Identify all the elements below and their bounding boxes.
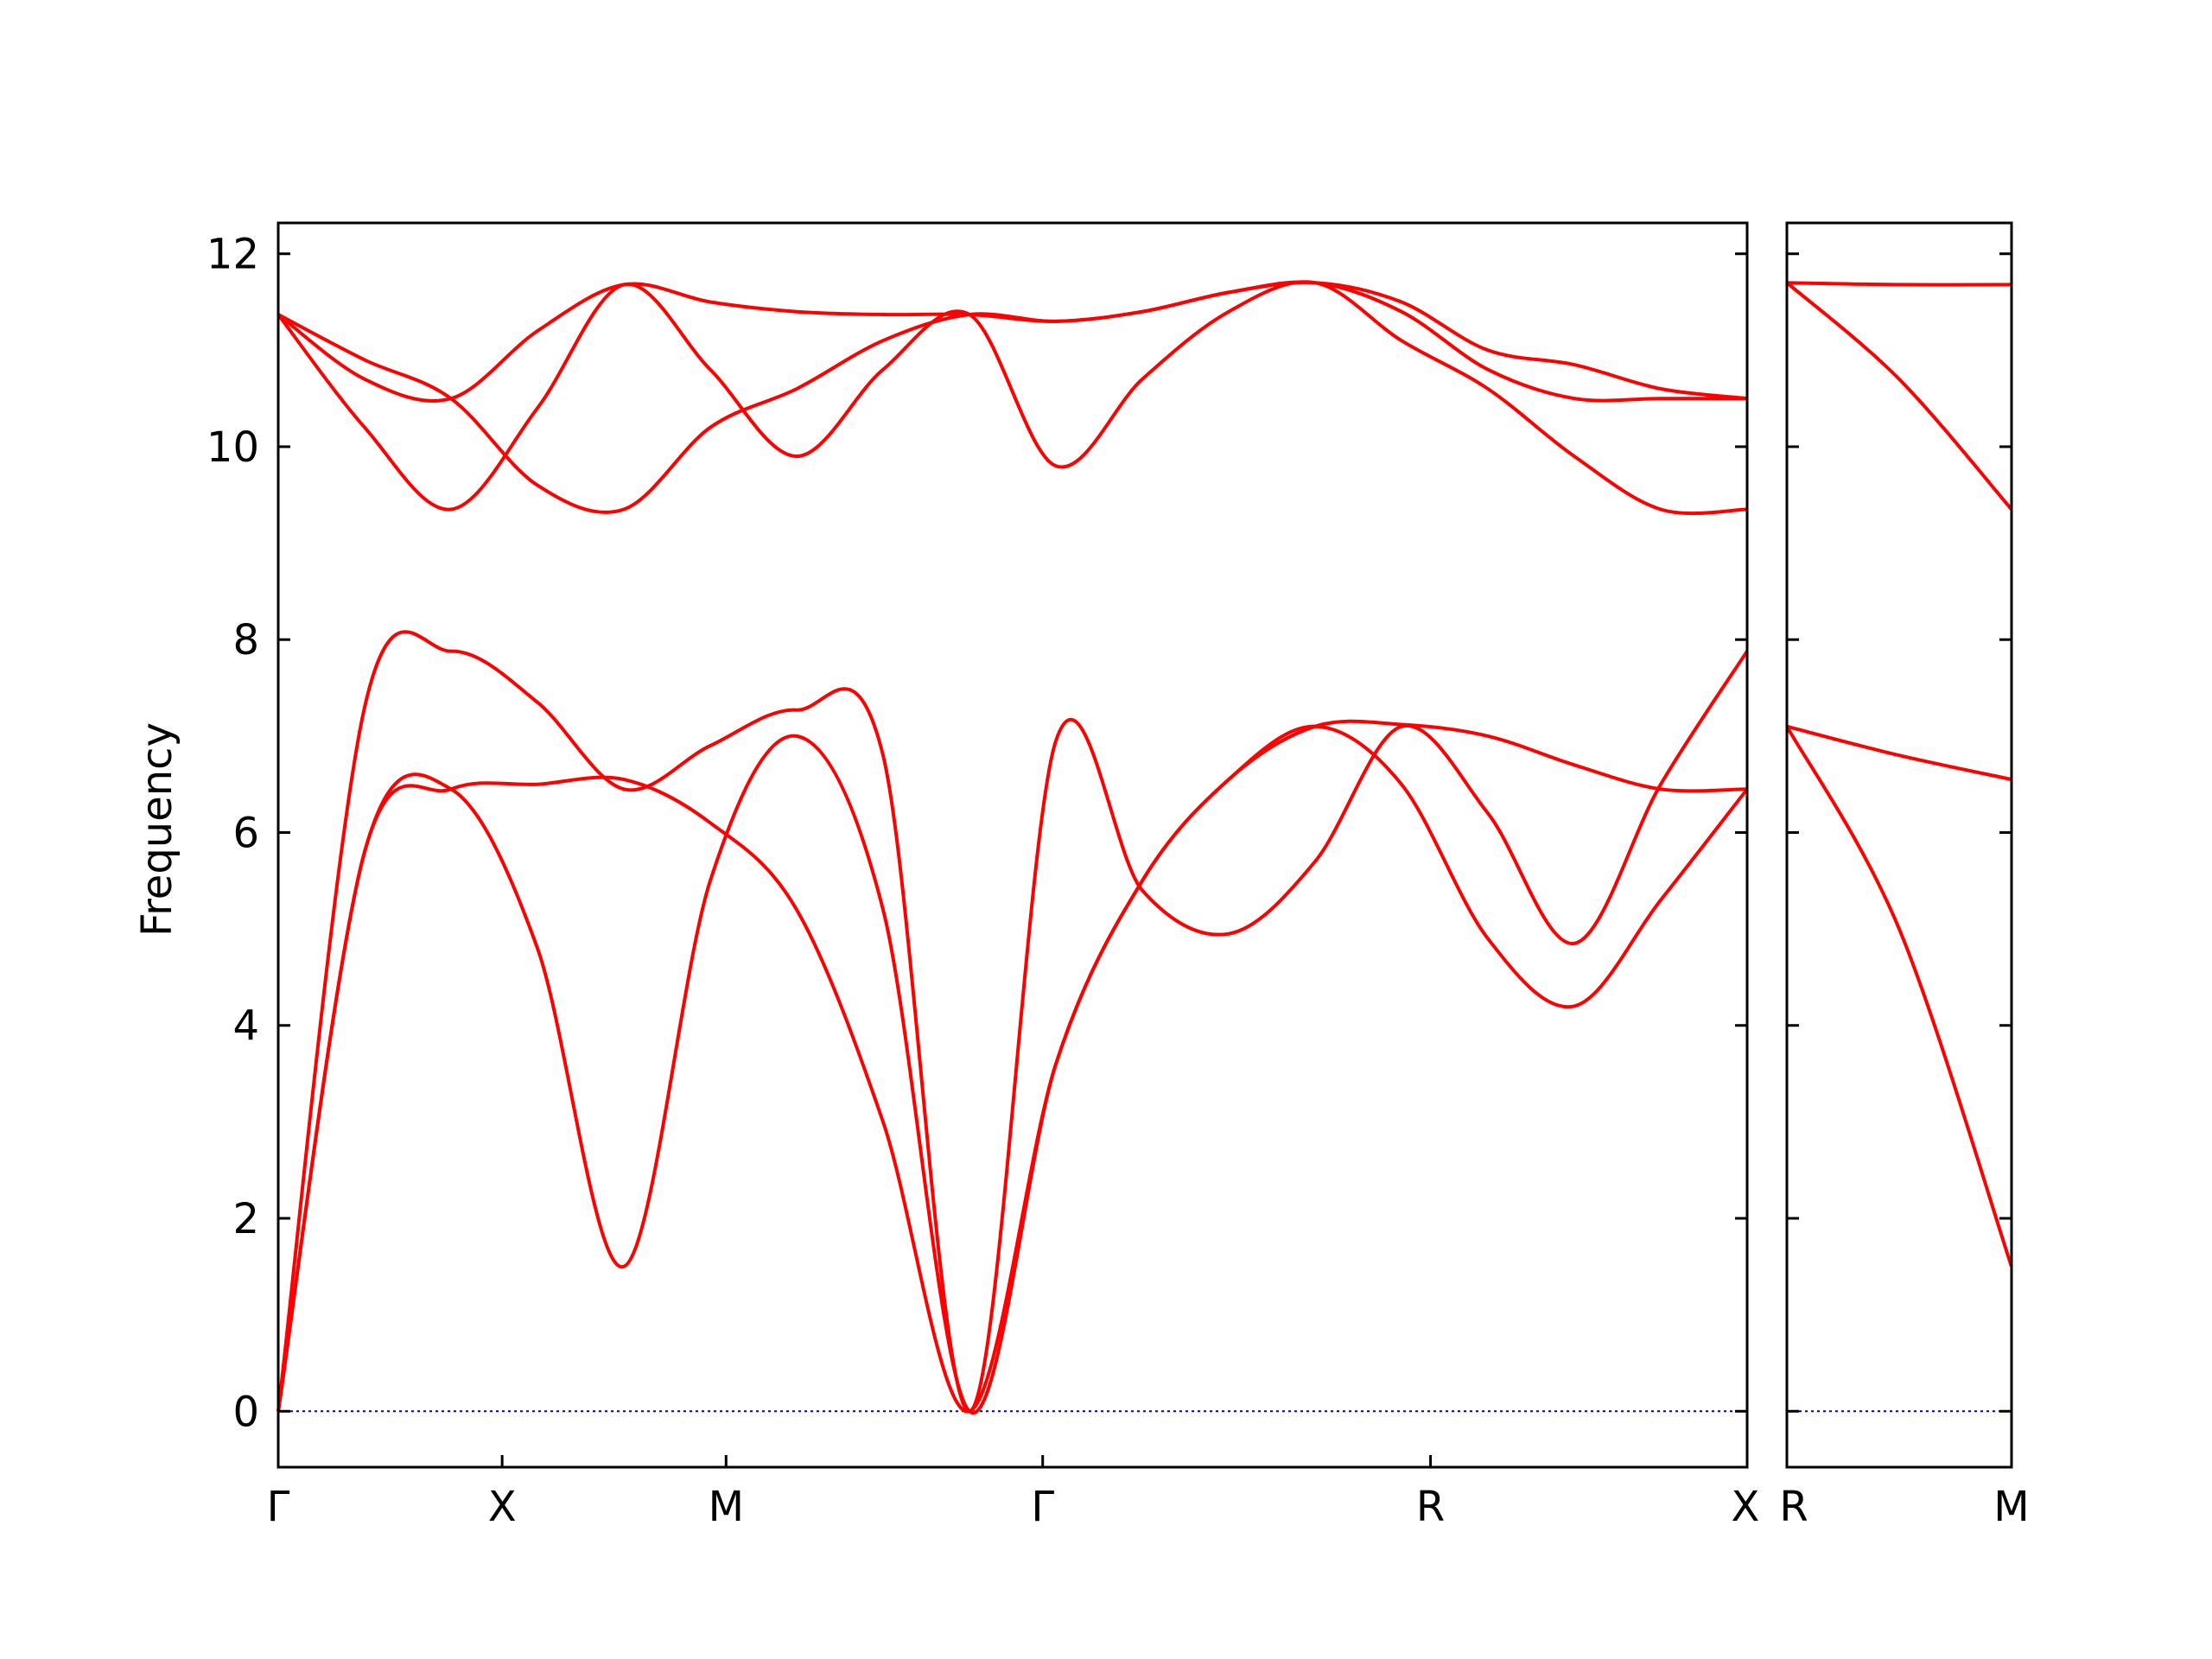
band-line-3 — [1785, 725, 2013, 1268]
band-line-1 — [1785, 281, 2013, 511]
x-tick-label: R — [1416, 1483, 1445, 1531]
band-line-0 — [276, 630, 1749, 1414]
x-tick-label: M — [709, 1483, 744, 1531]
x-tick-label: M — [1993, 1483, 2029, 1531]
band-line-0 — [1786, 281, 2012, 287]
y-tick-label: 8 — [232, 616, 259, 664]
band-panel-main: 0 2 4 6 8 10 12 Γ X M Γ R X — [207, 221, 1760, 1531]
y-tick-label: 12 — [207, 231, 259, 279]
y-tick-label: 4 — [232, 1002, 259, 1051]
band-line-2 — [276, 719, 1748, 1414]
x-tick-label: X — [488, 1483, 517, 1531]
y-tick-label: 0 — [232, 1388, 259, 1436]
band-line-2 — [1786, 724, 2012, 782]
plot-frame — [276, 221, 1749, 1469]
band-line-1 — [276, 724, 1749, 1415]
x-tick-label: R — [1779, 1483, 1808, 1531]
x-tick-label: Γ — [267, 1483, 290, 1531]
band-line-4 — [276, 280, 1747, 403]
plot-frame — [1785, 221, 2013, 1469]
y-tick-label: 6 — [232, 809, 259, 857]
x-tick-label: Γ — [1031, 1483, 1054, 1531]
y-axis-label: Frequency — [133, 722, 181, 937]
y-tick-label: 2 — [232, 1195, 259, 1243]
x-tick-label: X — [1732, 1483, 1760, 1531]
y-tick-label: 10 — [207, 423, 259, 472]
band-line-5 — [277, 280, 1748, 514]
band-line-3 — [276, 280, 1748, 516]
